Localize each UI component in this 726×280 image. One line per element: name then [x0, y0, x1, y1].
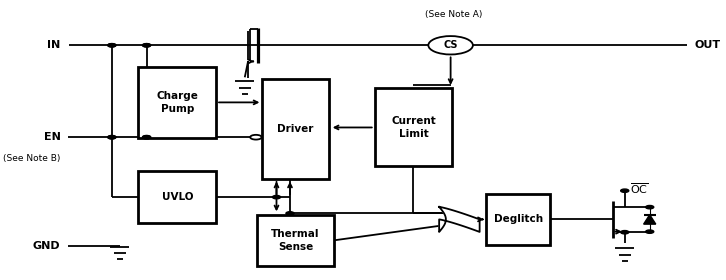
Circle shape: [142, 136, 150, 139]
Text: (See Note A): (See Note A): [425, 10, 483, 19]
Circle shape: [142, 136, 150, 139]
Text: GND: GND: [33, 241, 60, 251]
Circle shape: [428, 36, 473, 55]
Circle shape: [645, 206, 653, 209]
Text: UVLO: UVLO: [162, 192, 193, 202]
Text: Thermal
Sense: Thermal Sense: [271, 229, 319, 252]
Text: Driver: Driver: [277, 124, 314, 134]
Text: Deglitch: Deglitch: [494, 214, 542, 224]
Text: Charge
Pump: Charge Pump: [156, 91, 198, 114]
Text: $\overline{\rm OC}$: $\overline{\rm OC}$: [630, 181, 648, 196]
Circle shape: [107, 136, 116, 139]
Circle shape: [107, 44, 116, 47]
Text: CS: CS: [444, 40, 458, 50]
Text: (See Note B): (See Note B): [3, 154, 60, 163]
Text: IN: IN: [47, 40, 60, 50]
Circle shape: [286, 212, 294, 215]
Bar: [139, 171, 216, 223]
Text: OUT: OUT: [695, 40, 721, 50]
Circle shape: [107, 136, 116, 139]
Circle shape: [621, 230, 629, 234]
Circle shape: [272, 195, 280, 199]
Text: Current
Limit: Current Limit: [391, 116, 436, 139]
Polygon shape: [644, 215, 656, 224]
Bar: [256, 214, 334, 266]
Circle shape: [142, 44, 150, 47]
Text: EN: EN: [44, 132, 60, 142]
Bar: [139, 67, 216, 138]
Bar: [375, 88, 452, 167]
Circle shape: [107, 44, 116, 47]
Bar: [261, 79, 329, 179]
Circle shape: [645, 230, 653, 233]
Circle shape: [621, 189, 629, 192]
Polygon shape: [439, 207, 480, 232]
Circle shape: [142, 44, 150, 47]
Circle shape: [250, 135, 261, 140]
Bar: [486, 194, 550, 245]
